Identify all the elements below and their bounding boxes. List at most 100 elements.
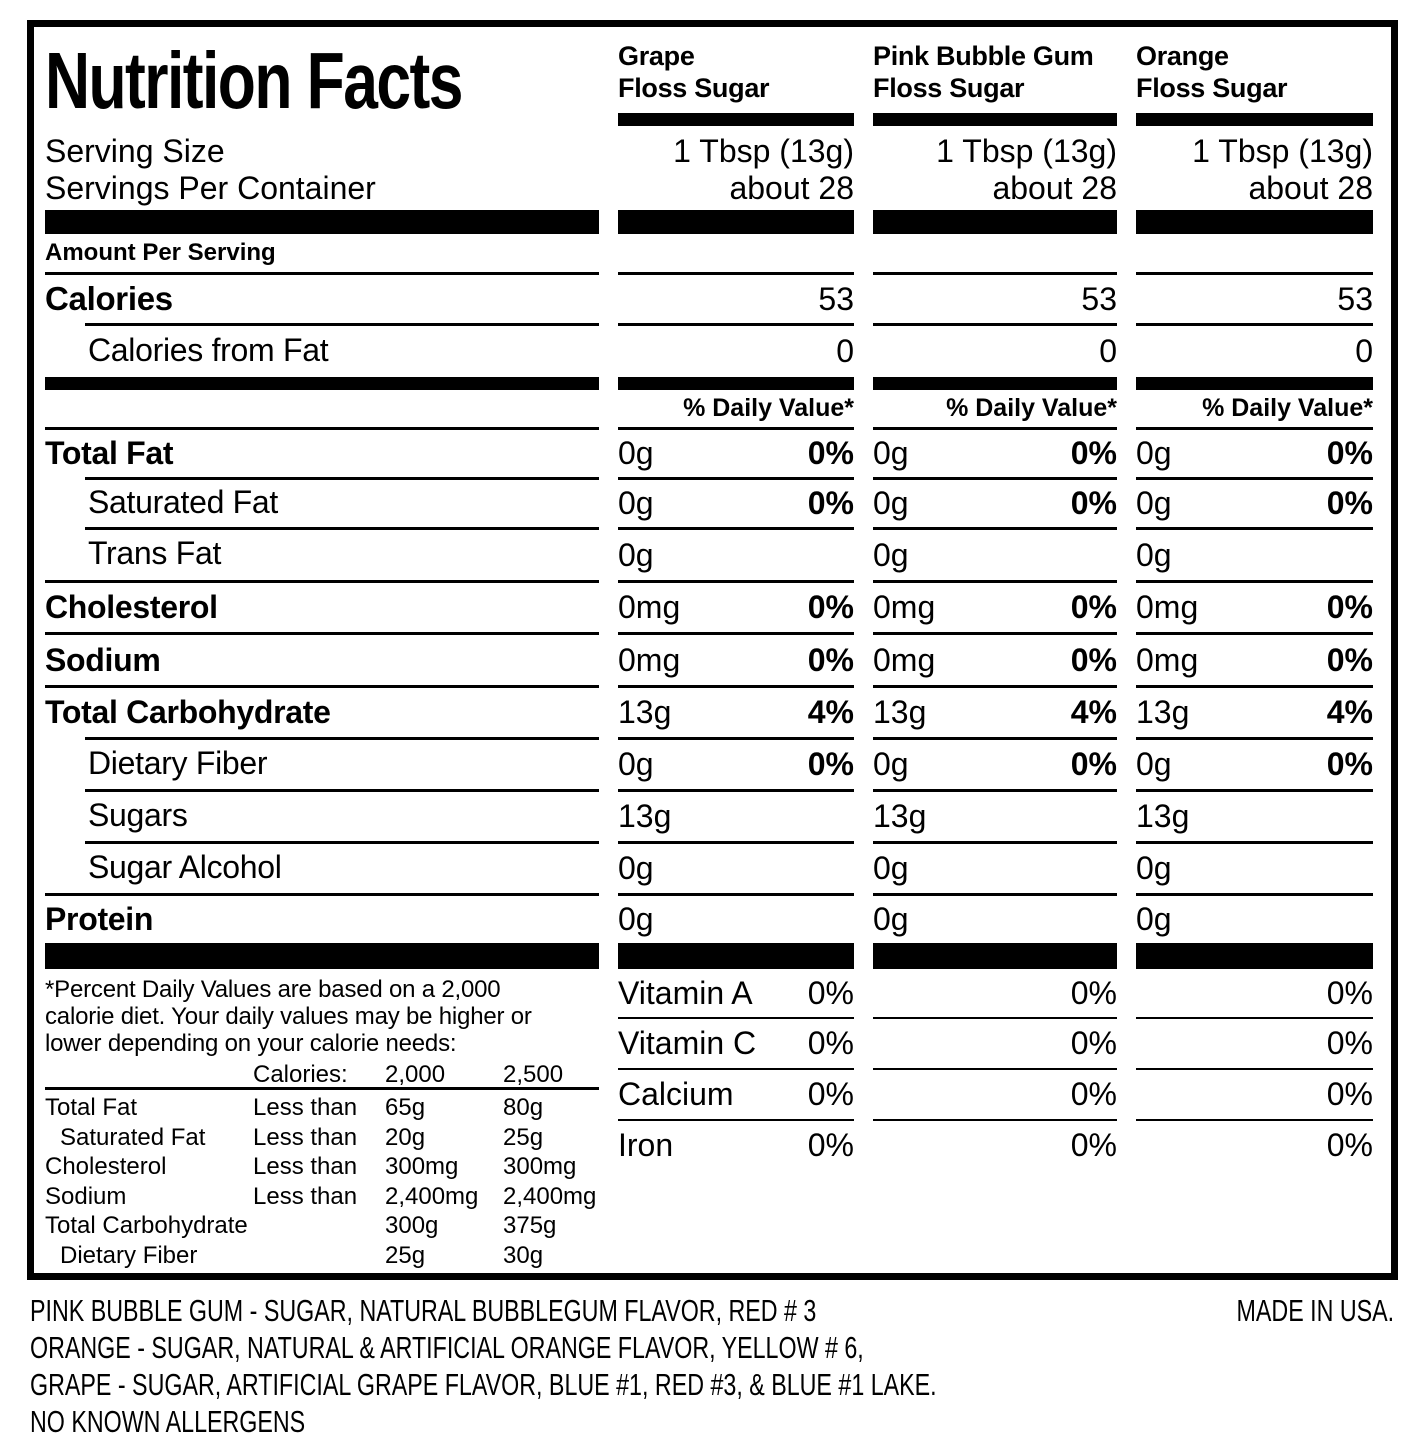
daily-value-header: % Daily Value* bbox=[946, 394, 1117, 422]
thick-rule-bar bbox=[45, 210, 599, 234]
header-rule-bar bbox=[1136, 113, 1373, 126]
footnote-line: calorie diet. Your daily values may be h… bbox=[45, 1003, 532, 1030]
footnote-row-total-carbohydrate: Total Carbohydrate 300g 375g bbox=[45, 1212, 557, 1239]
footnote-line: lower depending on your calorie needs: bbox=[45, 1030, 457, 1057]
thick-rule-bar bbox=[873, 210, 1117, 234]
header-rule-bar bbox=[618, 113, 854, 126]
vitamin-value-cell: 0% bbox=[873, 1017, 1117, 1068]
vitamin-row-iron: Iron 0% bbox=[618, 1119, 854, 1170]
nutrient-label-total-fat: Total Fat bbox=[45, 427, 599, 477]
nutrient-value-cell: 0g 0% bbox=[618, 477, 854, 527]
header-rule-bar bbox=[873, 113, 1117, 126]
product-name-line2: Floss Sugar bbox=[873, 73, 1025, 103]
nutrient-value-cell: 0g bbox=[1136, 893, 1373, 943]
ingredients-line-pink-bubble-gum: PINK BUBBLE GUM - SUGAR, NATURAL BUBBLEG… bbox=[30, 1293, 817, 1328]
servings-per-container-value: about 28 bbox=[729, 170, 854, 206]
footnote-row-total-fat: Total Fat Less than 65g 80g bbox=[45, 1094, 544, 1121]
thick-rule-bar bbox=[873, 943, 1117, 969]
calories-from-fat-value: 0 bbox=[1355, 333, 1373, 369]
nutrient-value-cell: 13g 4% bbox=[873, 685, 1117, 737]
allergen-statement: NO KNOWN ALLERGENS bbox=[30, 1404, 306, 1439]
footnote-row-saturated-fat: Saturated Fat Less than 20g 25g bbox=[60, 1123, 544, 1151]
daily-value-header-cell: % Daily Value* bbox=[618, 390, 854, 427]
nutrient-value-cell: 13g 4% bbox=[618, 685, 854, 737]
thick-rule-bar bbox=[45, 943, 599, 969]
nutrient-label-cholesterol: Cholesterol bbox=[45, 580, 599, 632]
vitamin-value-cell: 0% bbox=[873, 1068, 1117, 1119]
vitamin-row-calcium: Calcium 0% bbox=[618, 1068, 854, 1119]
vitamin-value-cell: 0% bbox=[1136, 1068, 1373, 1119]
vitamin-value-cell: 0% bbox=[1136, 1017, 1373, 1068]
product-name-line2: Floss Sugar bbox=[1136, 73, 1288, 103]
product-name-line1: Pink Bubble Gum bbox=[873, 41, 1094, 71]
calories-label-cell: Calories bbox=[45, 272, 599, 323]
nutrient-value-cell: 0mg 0% bbox=[618, 632, 854, 685]
product-header-pink-bubble-gum: Pink Bubble Gum Floss Sugar bbox=[873, 27, 1117, 126]
calories-label: Calories bbox=[45, 280, 173, 317]
nutrient-value-cell: 0g bbox=[618, 527, 854, 580]
serving-size-label: Serving Size bbox=[45, 133, 225, 169]
product-header-grape: Grape Floss Sugar bbox=[618, 27, 854, 126]
product-header-orange: Orange Floss Sugar bbox=[1136, 27, 1373, 126]
product-name-line1: Grape bbox=[618, 41, 695, 71]
footnote-col-2000: 2,000 bbox=[385, 1061, 446, 1088]
amount-per-serving-label: Amount Per Serving bbox=[45, 239, 276, 266]
nutrient-label-trans-fat: Trans Fat bbox=[45, 527, 599, 580]
nutrient-value-cell: 0mg 0% bbox=[873, 580, 1117, 632]
nutrition-facts-title: Nutrition Facts bbox=[45, 36, 463, 125]
nutrient-label-protein: Protein bbox=[45, 893, 599, 943]
nutrient-value-cell: 0g bbox=[618, 893, 854, 943]
nutrient-label-saturated-fat: Saturated Fat bbox=[45, 477, 599, 527]
daily-value-header-cell: % Daily Value* bbox=[1136, 390, 1373, 427]
calories-value: 53 bbox=[1337, 280, 1373, 317]
footnote-row-cholesterol: Cholesterol Less than 300mg 300mg bbox=[45, 1153, 577, 1180]
medium-rule-bar bbox=[618, 377, 854, 390]
daily-value-header: % Daily Value* bbox=[1202, 394, 1373, 422]
serving-values: 1 Tbsp (13g) about 28 bbox=[618, 126, 854, 210]
serving-labels: Serving Size Servings Per Container bbox=[45, 126, 599, 210]
calories-from-fat-value-cell: 0 bbox=[618, 323, 854, 377]
nutrient-value-cell: 0g bbox=[1136, 841, 1373, 893]
nutrient-value-cell: 0g 0% bbox=[618, 427, 854, 477]
ingredients-line-grape: GRAPE - SUGAR, ARTIFICIAL GRAPE FLAVOR, … bbox=[30, 1367, 937, 1402]
amount-per-serving-cell: Amount Per Serving bbox=[45, 234, 599, 272]
vitamin-value-cell: 0% bbox=[873, 1119, 1117, 1170]
nutrient-value-cell: 0g 0% bbox=[873, 737, 1117, 789]
product-name-line2: Floss Sugar bbox=[618, 73, 770, 103]
serving-size-value: 1 Tbsp (13g) bbox=[936, 133, 1117, 169]
thick-rule-bar bbox=[618, 943, 854, 969]
nutrient-value-cell: 0g 0% bbox=[873, 477, 1117, 527]
daily-value-header-cell: % Daily Value* bbox=[873, 390, 1117, 427]
medium-rule-bar bbox=[1136, 377, 1373, 390]
thick-rule-bar bbox=[1136, 210, 1373, 234]
daily-value-header: % Daily Value* bbox=[683, 394, 854, 422]
footnote-line: *Percent Daily Values are based on a 2,0… bbox=[45, 976, 501, 1003]
servings-per-container-value: about 28 bbox=[1248, 170, 1373, 206]
nutrient-value-cell: 0mg 0% bbox=[1136, 632, 1373, 685]
nutrient-value-cell: 0g bbox=[873, 841, 1117, 893]
nutrition-facts-panel: Nutrition Facts Grape Floss Sugar Pink B… bbox=[27, 20, 1398, 1280]
title-cell: Nutrition Facts bbox=[45, 27, 599, 126]
nutrient-value-cell: 13g bbox=[1136, 789, 1373, 841]
calories-from-fat-value: 0 bbox=[836, 333, 854, 369]
nutrient-label-sodium: Sodium bbox=[45, 632, 599, 685]
vitamin-row-vitamin-a: Vitamin A 0% bbox=[618, 974, 854, 1011]
calories-from-fat-value-cell: 0 bbox=[873, 323, 1117, 377]
medium-rule-bar bbox=[45, 377, 599, 390]
nutrient-label-total-carbohydrate: Total Carbohydrate bbox=[45, 685, 599, 737]
nutrient-value-cell: 0g 0% bbox=[873, 427, 1117, 477]
serving-values: 1 Tbsp (13g) about 28 bbox=[873, 126, 1117, 210]
ingredients-block: PINK BUBBLE GUM - SUGAR, NATURAL BUBBLEG… bbox=[30, 1292, 1230, 1440]
nutrient-label-sugars: Sugars bbox=[45, 789, 599, 841]
servings-per-container-label: Servings Per Container bbox=[45, 170, 376, 206]
nutrient-value-cell: 0g bbox=[873, 527, 1117, 580]
nutrient-value-cell: 0g bbox=[873, 893, 1117, 943]
nutrient-value-cell: 0g bbox=[618, 841, 854, 893]
calories-from-fat-label: Calories from Fat bbox=[88, 331, 329, 368]
calories-from-fat-value-cell: 0 bbox=[1136, 323, 1373, 377]
calories-value-cell: 53 bbox=[618, 272, 854, 323]
vitamin-value-cell: 0% bbox=[1070, 974, 1117, 1011]
thick-rule-bar bbox=[1136, 943, 1373, 969]
nutrient-value-cell: 13g bbox=[618, 789, 854, 841]
